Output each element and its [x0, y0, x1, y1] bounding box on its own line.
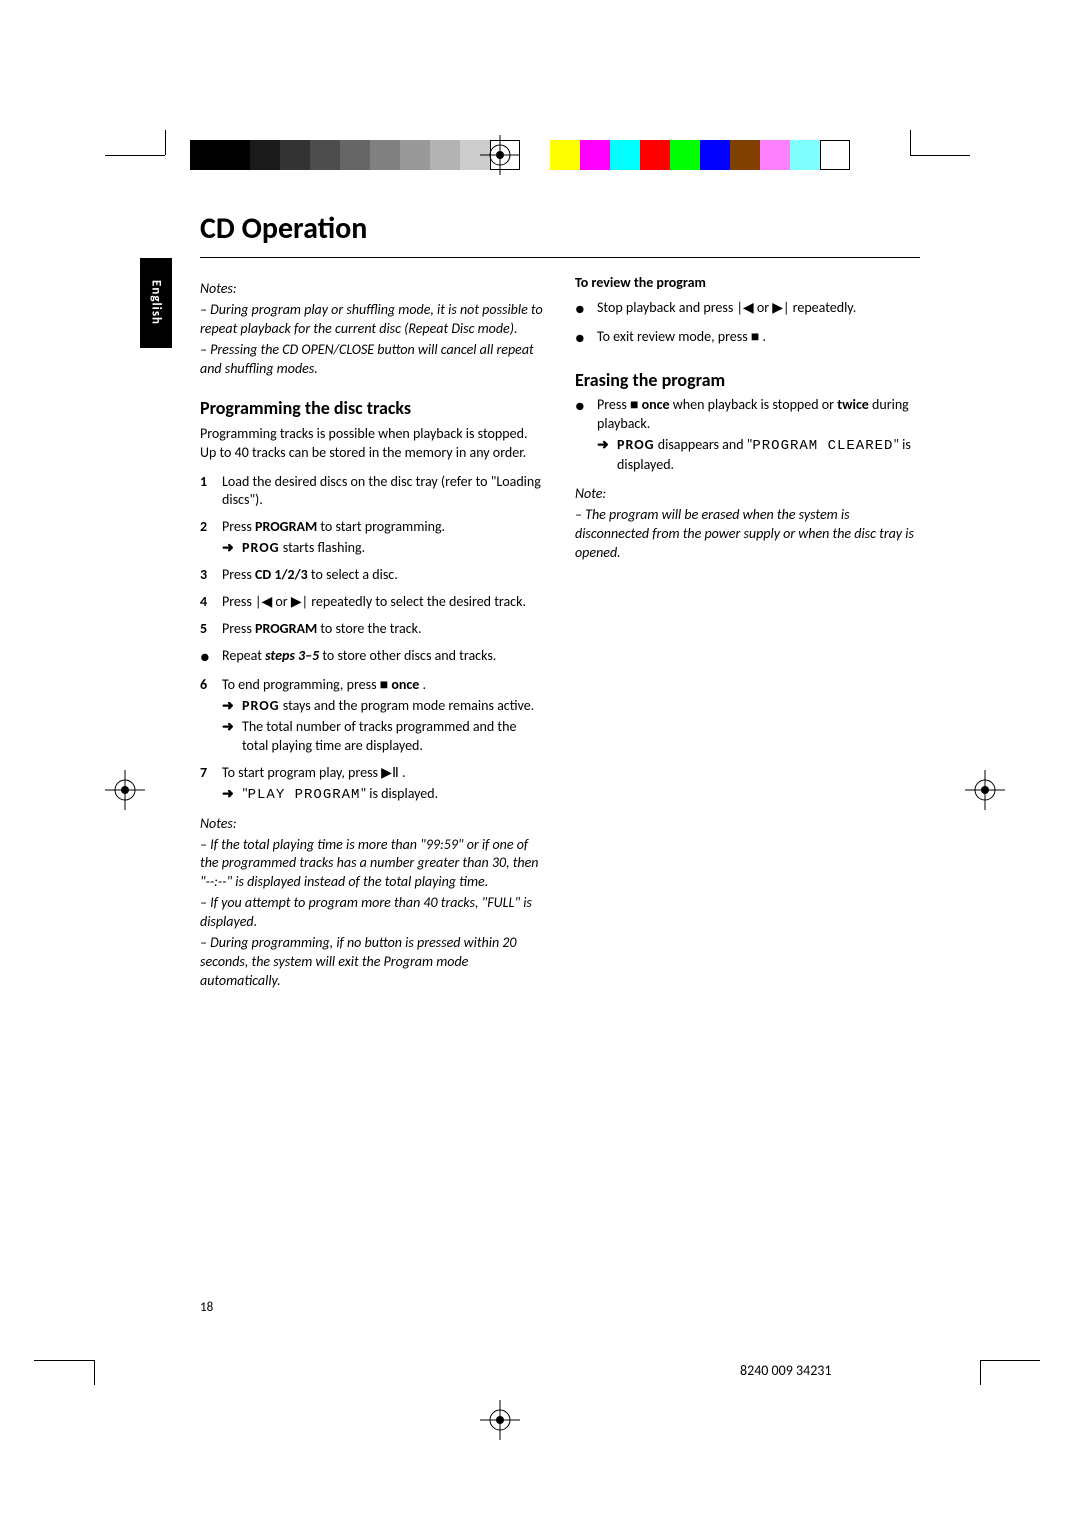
step-body: Load the desired discs on the disc tray … — [222, 473, 545, 511]
step-body: Press |◀ or ▶| repeatedly to select the … — [222, 593, 545, 612]
bullet-body: Repeat steps 3–5 to store other discs an… — [222, 647, 545, 669]
notes-heading: Notes: — [200, 815, 545, 834]
bullet-item: ● Press ■ once when playback is stopped … — [575, 396, 920, 475]
crop-mark — [910, 155, 970, 156]
page-title: CD Operation — [200, 210, 920, 258]
page-content: CD Operation Notes: – During program pla… — [200, 210, 920, 993]
column-left: Notes: – During program play or shufflin… — [200, 270, 545, 993]
notes-heading: Note: — [575, 485, 920, 504]
step-body: Press PROGRAM to store the track. — [222, 620, 545, 639]
step-item: 6 To end programming, press ■ once . ➜PR… — [200, 676, 545, 756]
bullet-icon: ● — [575, 396, 597, 475]
step-number: 7 — [200, 764, 222, 805]
crop-mark — [980, 1360, 1040, 1361]
section-heading: Erasing the program — [575, 368, 920, 392]
note-item: – Pressing the CD OPEN/CLOSE button will… — [200, 341, 545, 379]
bullet-icon: ● — [575, 328, 597, 350]
crop-mark — [980, 1360, 981, 1385]
bullet-body: To exit review mode, press ■ . — [597, 328, 920, 350]
page-number: 18 — [200, 1300, 213, 1315]
language-label: English — [149, 280, 164, 325]
subsection-heading: To review the program — [575, 274, 920, 293]
bullet-item: ● Stop playback and press |◀ or ▶| repea… — [575, 299, 920, 321]
note-item: – During program play or shuffling mode,… — [200, 301, 545, 339]
arrow-icon: ➜ — [222, 718, 242, 756]
arrow-icon: ➜ — [222, 539, 242, 558]
note-item: – If you attempt to program more than 40… — [200, 894, 545, 932]
document-number: 8240 009 34231 — [740, 1362, 831, 1379]
notes-block: Notes: – If the total playing time is mo… — [200, 815, 545, 991]
step-item: 1 Load the desired discs on the disc tra… — [200, 473, 545, 511]
step-number: 4 — [200, 593, 222, 612]
bullet-icon: ● — [575, 299, 597, 321]
step-item: 3 Press CD 1/2/3 to select a disc. — [200, 566, 545, 585]
step-item: 4 Press |◀ or ▶| repeatedly to select th… — [200, 593, 545, 612]
language-tab: English — [140, 258, 172, 348]
step-item: 5 Press PROGRAM to store the track. — [200, 620, 545, 639]
crop-mark — [165, 130, 166, 155]
note-item: – If the total playing time is more than… — [200, 836, 545, 893]
notes-block: Notes: – During program play or shufflin… — [200, 280, 545, 378]
bullet-item: ● Repeat steps 3–5 to store other discs … — [200, 647, 545, 669]
bullet-body: Press ■ once when playback is stopped or… — [597, 396, 920, 475]
arrow-icon: ➜ — [597, 436, 617, 475]
step-item: 2 Press PROGRAM to start programming. ➜P… — [200, 518, 545, 558]
bullet-icon: ● — [200, 647, 222, 669]
registration-mark-icon — [965, 770, 1005, 810]
step-item: 7 To start program play, press ▶Ⅱ . ➜"PL… — [200, 764, 545, 805]
notes-heading: Notes: — [200, 280, 545, 299]
color-bar-right — [550, 140, 850, 170]
intro-paragraph: Programming tracks is possible when play… — [200, 425, 545, 463]
note-item: – During programming, if no button is pr… — [200, 934, 545, 991]
step-body: Press PROGRAM to start programming. ➜PRO… — [222, 518, 545, 558]
crop-mark — [910, 130, 911, 155]
arrow-icon: ➜ — [222, 785, 242, 805]
crop-mark — [105, 155, 165, 156]
notes-block: Note: – The program will be erased when … — [575, 485, 920, 563]
step-number: 3 — [200, 566, 222, 585]
column-right: To review the program ● Stop playback an… — [575, 270, 920, 993]
registration-mark-icon — [480, 1400, 520, 1440]
step-number: 2 — [200, 518, 222, 558]
step-number: 6 — [200, 676, 222, 756]
crop-mark — [94, 1360, 95, 1385]
registration-mark-icon — [480, 135, 520, 175]
step-body: To end programming, press ■ once . ➜PROG… — [222, 676, 545, 756]
step-body: To start program play, press ▶Ⅱ . ➜"PLAY… — [222, 764, 545, 805]
step-number: 1 — [200, 473, 222, 511]
registration-mark-icon — [105, 770, 145, 810]
arrow-icon: ➜ — [222, 697, 242, 716]
crop-mark — [34, 1360, 94, 1361]
bullet-body: Stop playback and press |◀ or ▶| repeate… — [597, 299, 920, 321]
note-item: – The program will be erased when the sy… — [575, 506, 920, 563]
bullet-item: ● To exit review mode, press ■ . — [575, 328, 920, 350]
color-bar-left — [190, 140, 520, 170]
step-body: Press CD 1/2/3 to select a disc. — [222, 566, 545, 585]
step-number: 5 — [200, 620, 222, 639]
section-heading: Programming the disc tracks — [200, 396, 545, 420]
